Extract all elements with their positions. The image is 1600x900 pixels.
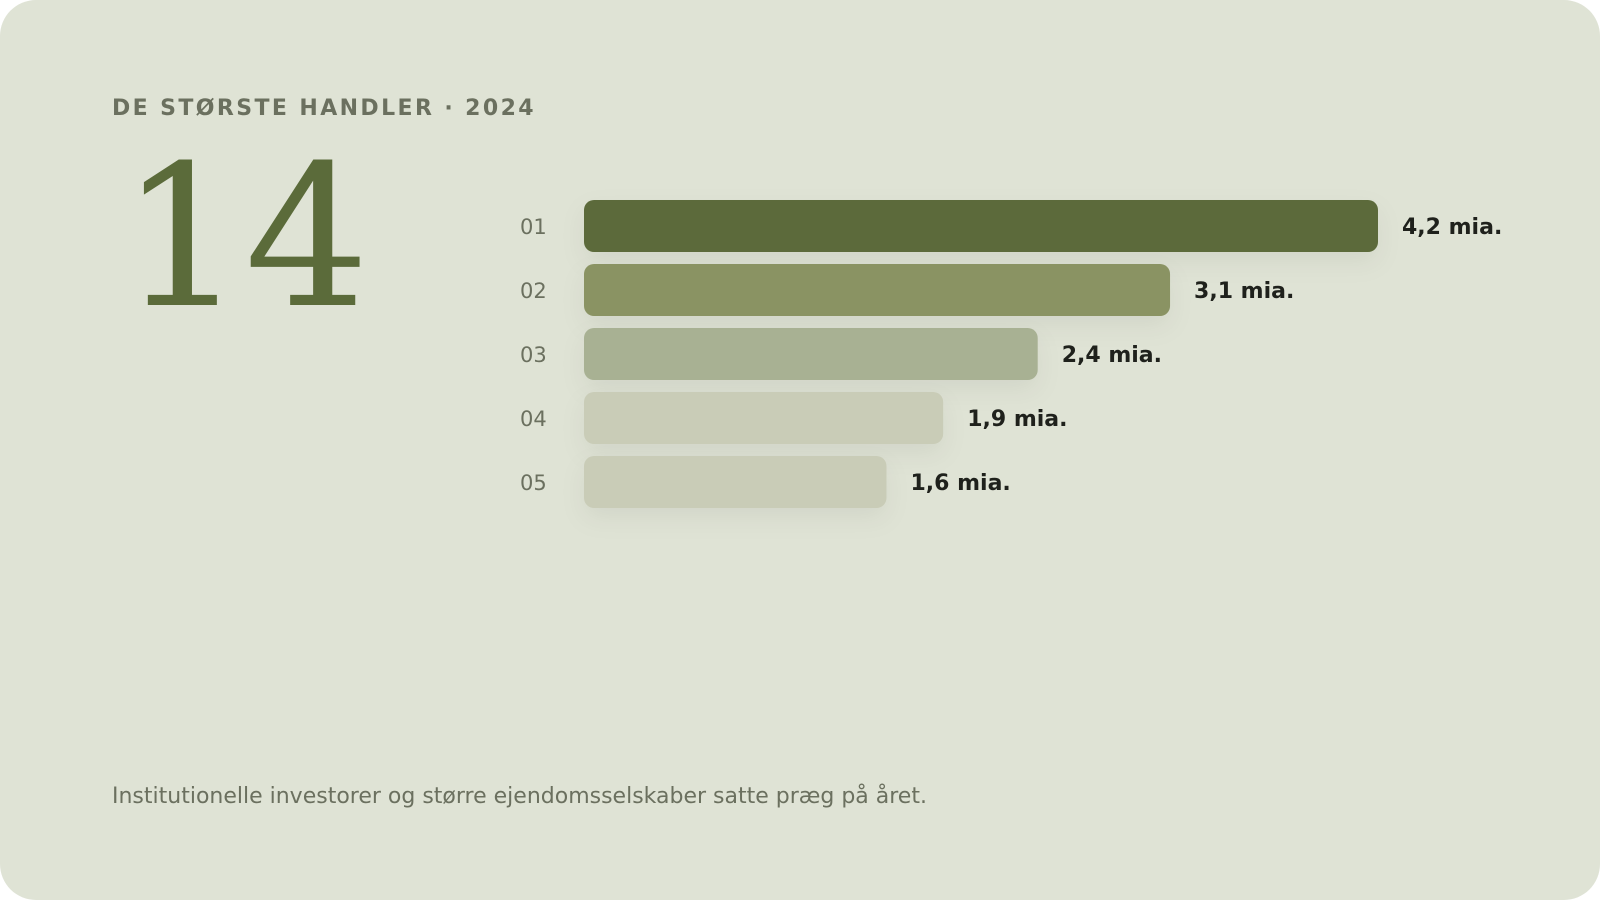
bar [584, 328, 1038, 380]
bar-rank-label: 05 [520, 471, 547, 495]
bar-rank-label: 04 [520, 407, 547, 431]
bar [584, 456, 887, 508]
bar [584, 200, 1378, 252]
bar-value-label: 4,2 mia. [1402, 215, 1502, 240]
bar-rank-label: 02 [520, 279, 547, 303]
bar-rank-label: 03 [520, 343, 547, 367]
caption: Institutionelle investorer og større eje… [112, 784, 927, 809]
bar-value-label: 2,4 mia. [1062, 343, 1162, 368]
kicker-title: DE STØRSTE HANDLER · 2024 [112, 96, 536, 121]
bar-value-label: 3,1 mia. [1194, 279, 1294, 304]
bar-value-label: 1,9 mia. [967, 407, 1067, 432]
bar-rank-label: 01 [520, 215, 547, 239]
bar [584, 392, 944, 444]
bar [584, 264, 1171, 316]
bar-value-label: 1,6 mia. [910, 471, 1010, 496]
headline-number: 14 [120, 124, 370, 352]
